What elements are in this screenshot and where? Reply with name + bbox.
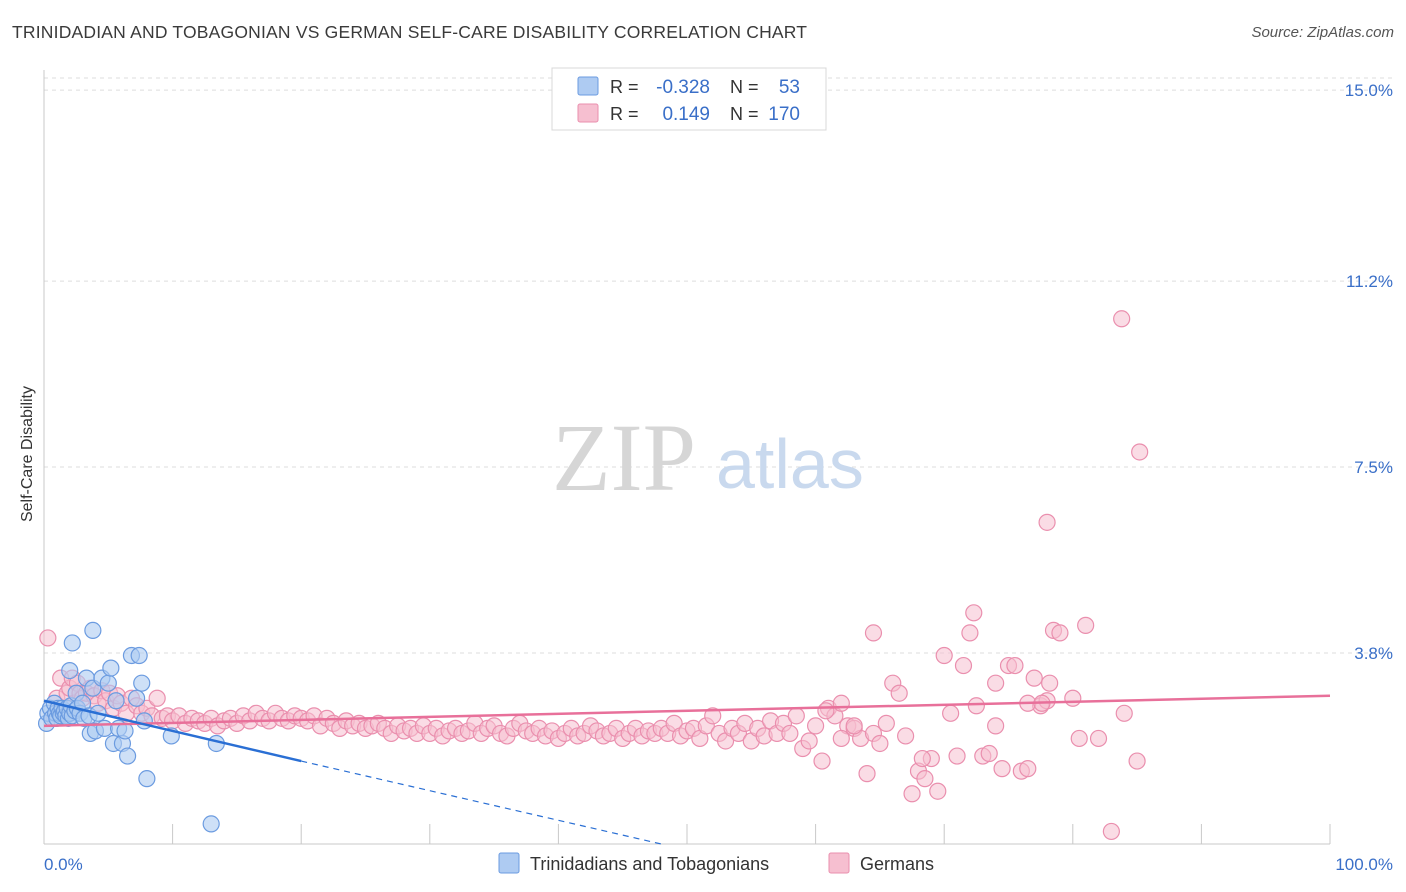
germans-point xyxy=(1070,729,1088,748)
germans-point xyxy=(864,624,883,642)
germans-point xyxy=(871,734,889,753)
germans-point xyxy=(1038,513,1056,531)
y-tick-label: 15.0% xyxy=(1345,81,1393,100)
germans-point xyxy=(148,689,166,707)
germans-point xyxy=(890,684,908,702)
germans-point xyxy=(813,752,831,770)
trinidadians-point xyxy=(118,747,137,765)
legend-n-label-1: N = xyxy=(730,77,759,97)
trinidadians-point xyxy=(202,815,220,833)
germans-point xyxy=(929,782,947,800)
trinidadians-point xyxy=(138,770,156,788)
germans-point xyxy=(961,624,979,642)
series-legend-label-1: Trinidadians and Tobagonians xyxy=(530,854,769,874)
germans-point xyxy=(1025,669,1043,687)
germans-points xyxy=(39,310,1149,841)
x-tick-label-min: 0.0% xyxy=(44,855,83,874)
germans-point xyxy=(1102,822,1120,841)
germans-point xyxy=(1115,704,1133,722)
germans-point xyxy=(916,770,934,788)
germans-point xyxy=(954,656,973,675)
germans-point xyxy=(935,646,953,665)
legend-r-value-2: 0.149 xyxy=(662,104,710,125)
trinidadians-trend-line xyxy=(43,699,302,763)
series-legend-swatch-pink xyxy=(828,852,850,874)
y-tick-label: 3.8% xyxy=(1354,644,1393,663)
grid-layer xyxy=(43,77,1392,844)
trinidadians-point xyxy=(133,674,151,692)
germans-point xyxy=(897,727,915,745)
germans-point xyxy=(806,717,825,735)
trinidadians-point xyxy=(84,621,102,639)
germans-point xyxy=(39,629,57,647)
germans-point xyxy=(781,724,799,743)
legend-r-value-1: -0.328 xyxy=(656,77,710,98)
germans-point xyxy=(817,702,835,720)
germans-point xyxy=(1128,752,1146,770)
germans-point xyxy=(967,697,985,715)
germans-point xyxy=(913,749,931,768)
trinidadians-point xyxy=(130,646,148,665)
y-tick-label: 7.5% xyxy=(1354,458,1393,477)
watermark-atlas: atlas xyxy=(716,425,864,503)
germans-point xyxy=(993,760,1011,778)
germans-point xyxy=(1089,729,1108,748)
germans-point xyxy=(948,747,966,765)
germans-point xyxy=(787,707,805,725)
tick-labels: 3.8% 7.5% 11.2% 15.0% 0.0% 100.0% xyxy=(44,81,1393,874)
series-legend: Trinidadians and Tobagonians Germans xyxy=(498,852,934,874)
legend-r-label-1: R = xyxy=(610,77,639,97)
germans-trend-line xyxy=(43,694,1331,728)
germans-point xyxy=(1131,443,1149,461)
legend-n-value-2: 170 xyxy=(768,104,800,125)
germans-point xyxy=(845,717,863,735)
germans-point xyxy=(1006,656,1024,675)
germans-point xyxy=(942,704,960,722)
germans-point xyxy=(704,707,722,725)
x-tick-label-max: 100.0% xyxy=(1335,855,1393,874)
trinidadians-point xyxy=(99,674,117,692)
germans-point xyxy=(987,674,1005,692)
germans-point xyxy=(965,604,983,622)
trinidadians-point xyxy=(127,689,146,707)
stats-legend: R = -0.328 N = 53 R = 0.149 N = 170 xyxy=(551,67,827,131)
legend-n-value-1: 53 xyxy=(779,77,800,98)
germans-point xyxy=(858,765,876,783)
series-legend-swatch-blue xyxy=(498,852,520,874)
y-tick-label: 11.2% xyxy=(1346,272,1393,291)
legend-r-label-2: R = xyxy=(610,104,639,124)
germans-point xyxy=(832,729,850,748)
trinidadians-trend-extension xyxy=(301,760,662,845)
watermark-zip: ZIP xyxy=(552,404,696,511)
legend-n-label-2: N = xyxy=(730,104,759,124)
germans-point xyxy=(1077,616,1095,634)
series-legend-label-2: Germans xyxy=(860,854,934,874)
trinidadians-point xyxy=(107,692,125,710)
germans-point xyxy=(987,717,1005,735)
germans-point xyxy=(832,694,850,712)
germans-point xyxy=(877,714,895,732)
watermark-logo: ZIP atlas xyxy=(552,404,864,511)
chart-title: TRINIDADIAN AND TOBAGONIAN VS GERMAN SEL… xyxy=(12,22,808,42)
germans-point xyxy=(1064,689,1082,707)
germans-point xyxy=(1113,310,1131,328)
trinidadians-point xyxy=(61,662,79,680)
trinidadians-point xyxy=(63,634,81,652)
trinidadians-points xyxy=(37,621,225,833)
germans-point xyxy=(1041,674,1059,692)
germans-point xyxy=(903,785,921,803)
trend-lines xyxy=(43,694,1331,845)
germans-point xyxy=(800,732,818,750)
legend-swatch-blue xyxy=(577,76,599,96)
chart-source: Source: ZipAtlas.com xyxy=(1251,24,1394,41)
germans-point xyxy=(1051,624,1069,642)
legend-swatch-pink xyxy=(577,103,599,123)
germans-point xyxy=(1019,760,1037,778)
trinidadians-point xyxy=(102,659,120,677)
germans-point xyxy=(980,744,998,763)
